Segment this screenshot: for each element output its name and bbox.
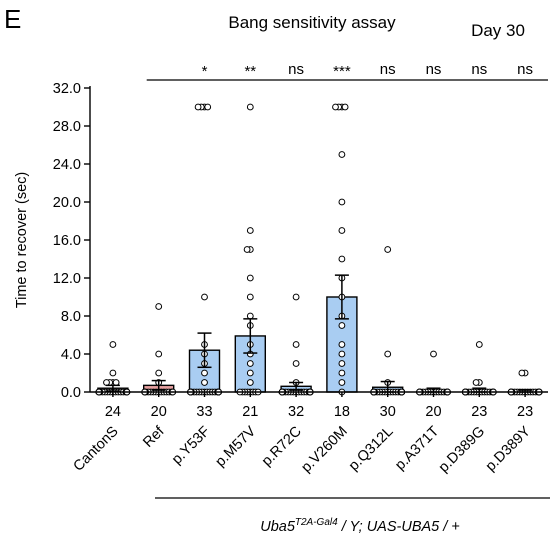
data-point (292, 293, 300, 301)
significance-label: ns (426, 61, 442, 78)
data-point (201, 293, 208, 301)
y-tick-label: 28.0 (53, 119, 81, 135)
data-point (204, 103, 212, 111)
data-point (246, 103, 254, 111)
n-label: 24 (105, 404, 121, 420)
error-bars (105, 274, 533, 393)
category-label: p.M57V (212, 423, 259, 470)
data-point (243, 246, 251, 253)
data-point (155, 350, 163, 358)
significance-label: ns (380, 61, 396, 78)
data-point (338, 379, 346, 386)
data-point (518, 369, 526, 377)
data-point (103, 379, 110, 386)
data-point (246, 312, 254, 320)
y-tick-label: 20.0 (53, 195, 81, 211)
data-point (155, 369, 163, 377)
significance-label: * (202, 63, 208, 80)
data-point (338, 369, 346, 377)
data-point (384, 246, 392, 253)
category-label: p.Q312L (346, 424, 397, 475)
panel-letter: E (4, 4, 21, 34)
data-point (338, 227, 346, 234)
n-label: 23 (471, 404, 487, 420)
data-point (338, 350, 346, 358)
data-point (384, 350, 392, 358)
data-point (201, 379, 208, 386)
footer-rest: / Y; UAS-UBA5 / + (338, 519, 460, 535)
category-label: p.D389G (436, 424, 488, 476)
category-label: p.D389Y (483, 423, 534, 474)
footer-superscript: T2A-Gal4 (295, 517, 338, 528)
significance-label: ns (517, 61, 533, 78)
significance-label: ** (244, 63, 256, 80)
data-point (338, 341, 346, 348)
axes (89, 86, 548, 397)
category-labels: CantonS Ref p.Y53F p.M57V p.R72Cp.V260Mp.Q31… (71, 423, 535, 476)
n-label: 18 (334, 404, 350, 420)
significance-label: ns (471, 61, 487, 78)
n-label: 21 (242, 404, 258, 420)
y-tick-label: 16.0 (53, 233, 81, 249)
data-point (109, 341, 117, 348)
data-point (292, 341, 300, 348)
n-label: 32 (288, 404, 304, 420)
genotype-footer: Uba5T2A-Gal4 / Y; UAS-UBA5 / + (260, 517, 460, 535)
n-label: 20 (151, 404, 167, 420)
data-point (341, 103, 349, 111)
data-point (338, 322, 346, 329)
data-point (246, 293, 254, 301)
y-tick-label: 8.0 (61, 309, 81, 325)
bars (97, 296, 541, 393)
n-label: 20 (425, 404, 441, 420)
data-point (246, 379, 254, 386)
significance-label: ns (288, 61, 304, 78)
chart-subtitle: Day 30 (471, 21, 525, 40)
data-point (475, 341, 483, 348)
y-tick-label: 12.0 (53, 271, 81, 287)
data-point (338, 198, 346, 206)
sample-sizes: 24 20 33 21 32 18 30 20 23 23 (105, 404, 533, 420)
data-point (112, 379, 120, 386)
chart-title: Bang sensitivity assay (228, 13, 396, 32)
data-point (201, 369, 208, 377)
y-tick-label: 24.0 (53, 157, 81, 173)
data-point (338, 255, 346, 263)
data-points (95, 103, 543, 396)
data-point (246, 360, 254, 367)
significance-label: *** (333, 63, 351, 80)
significance-labels: * ** ns *** ns ns ns ns (146, 61, 548, 81)
data-point (338, 151, 346, 158)
data-point (246, 227, 254, 234)
footer-gene: Uba5 (260, 519, 296, 535)
category-label: p.Y53F (169, 423, 213, 467)
data-point (109, 369, 117, 377)
category-label: p.R72C (259, 424, 305, 470)
data-point (246, 369, 254, 377)
data-point (430, 350, 437, 358)
category-label: Ref (140, 423, 168, 451)
n-label: 33 (196, 404, 212, 420)
data-point (194, 103, 202, 111)
y-tick-label: 4.0 (61, 347, 81, 363)
data-point (292, 360, 300, 367)
n-label: 30 (380, 404, 396, 420)
y-tick-label: 32.0 (53, 81, 81, 97)
data-point (472, 379, 480, 386)
n-label: 23 (517, 404, 533, 420)
y-axis-label: Time to recover (sec) (14, 172, 30, 308)
data-point (332, 103, 339, 111)
category-label: CantonS (71, 424, 122, 475)
category-label: p.A371T (392, 423, 442, 473)
y-tick-label: 0.0 (61, 385, 81, 401)
data-point (246, 274, 254, 282)
data-point (338, 360, 346, 367)
data-point (155, 303, 163, 310)
y-ticks: 0.0 4.0 8.0 12.0 16.0 20.0 24.0 28.0 32.0 (53, 81, 90, 401)
category-label: p.V260M (298, 424, 350, 476)
